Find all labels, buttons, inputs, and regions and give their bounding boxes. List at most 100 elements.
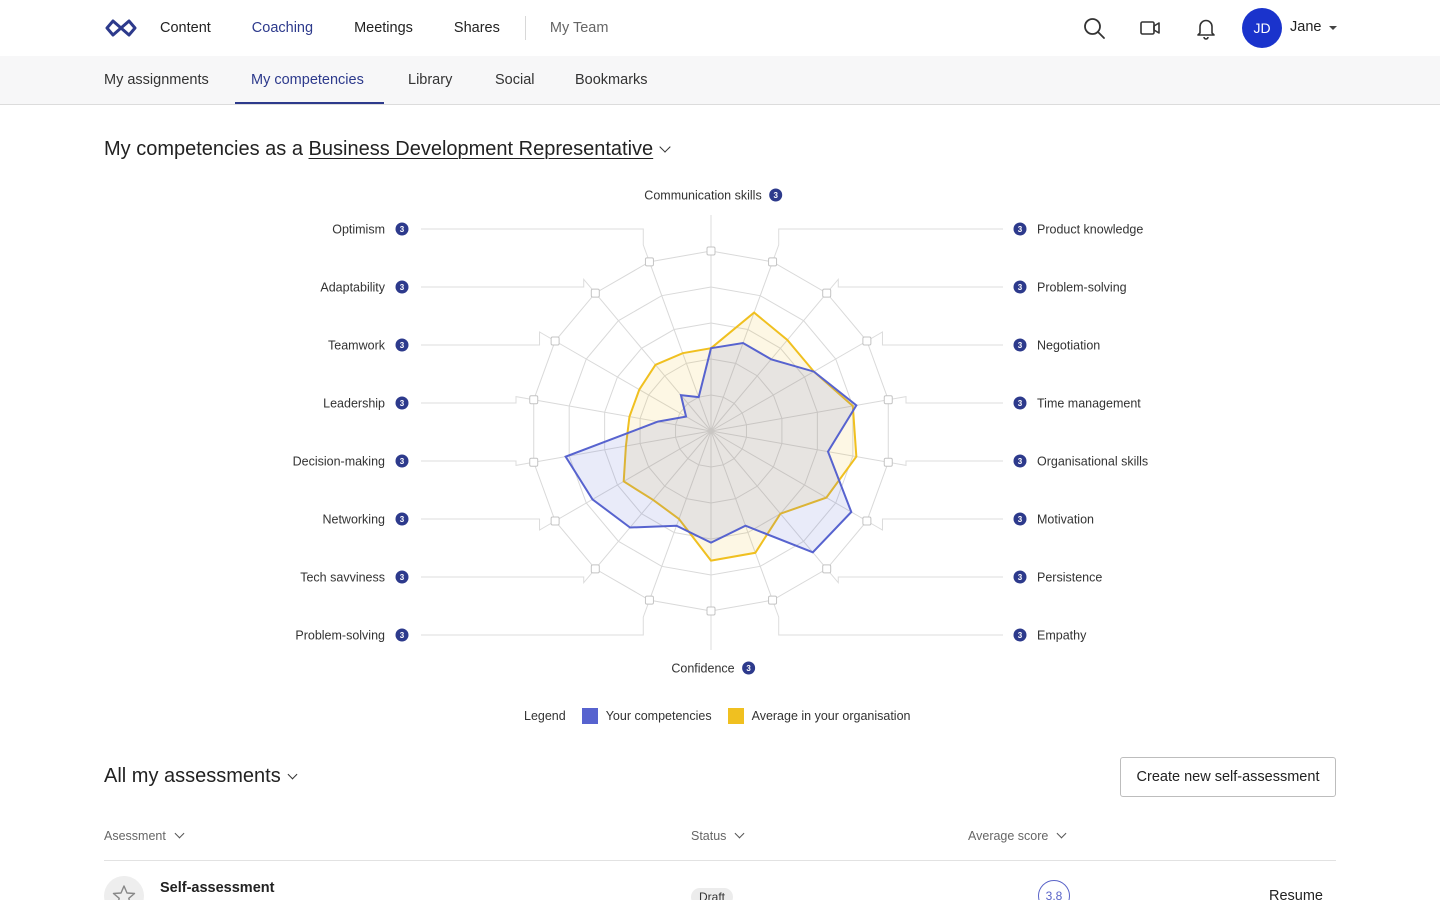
nav-my-team[interactable]: My Team <box>549 20 609 36</box>
avatar[interactable]: JD <box>1242 8 1282 48</box>
axis-end-marker <box>529 395 539 405</box>
count-badge-text: 3 <box>1018 341 1023 350</box>
count-badge-text: 3 <box>400 225 405 234</box>
assessment-title[interactable]: Self-assessment <box>160 880 275 896</box>
column-header-label: Status <box>691 829 727 843</box>
axis-end-marker <box>529 457 539 467</box>
nav-divider <box>524 16 526 40</box>
bell-icon[interactable] <box>1194 16 1218 40</box>
count-badge-text: 3 <box>400 283 405 292</box>
resume-button[interactable]: Resume <box>1269 888 1323 900</box>
label-leader-line <box>826 568 1003 585</box>
legend-swatch <box>727 708 744 724</box>
search-icon[interactable] <box>1082 16 1106 40</box>
average-score-badge: 3.8 <box>1038 880 1070 900</box>
axis-end-marker <box>644 595 654 605</box>
tab-my-assignments[interactable]: My assignments <box>104 72 209 88</box>
grid-spoke <box>710 340 868 432</box>
label-leader-line <box>421 460 534 466</box>
axis-label: Organisational skills <box>1037 455 1148 469</box>
grid-spoke <box>710 292 828 432</box>
star-icon <box>104 876 144 900</box>
legend-label: Legend <box>524 709 566 723</box>
count-badge <box>395 570 409 584</box>
tab-bookmarks[interactable]: Bookmarks <box>575 72 648 88</box>
grid-spoke <box>710 430 828 570</box>
label-leader-line <box>888 396 1003 404</box>
tab-my-competencies[interactable]: My competencies <box>251 72 364 88</box>
axis-end-marker <box>883 457 893 467</box>
count-badge-text: 3 <box>1018 515 1023 524</box>
video-camera-icon[interactable] <box>1138 16 1162 40</box>
count-badge <box>769 188 783 202</box>
nav-content[interactable]: Content <box>160 20 211 36</box>
axis-end-marker <box>822 564 832 574</box>
top-navigation-bar: Content Coaching Meetings Shares My Team… <box>0 0 1440 56</box>
create-self-assessment-button[interactable]: Create new self-assessment <box>1120 757 1336 797</box>
count-badge <box>1013 280 1027 294</box>
caret-down-icon[interactable] <box>1329 26 1337 30</box>
competency-radar-chart: Communication skills 3 Product knowledge 3 P… <box>293 188 1148 676</box>
user-name[interactable]: Jane <box>1290 19 1322 35</box>
count-badge <box>1013 512 1027 526</box>
axis-label: Time management <box>1037 397 1141 411</box>
chevron-down-icon[interactable] <box>174 828 185 839</box>
axis-label: Problem-solving <box>295 629 385 643</box>
axis-label: Networking <box>322 513 385 527</box>
column-header-label: Asessment <box>104 829 166 843</box>
label-leader-line <box>888 460 1003 466</box>
count-badge <box>395 396 409 410</box>
label-leader-line <box>421 599 650 636</box>
count-badge-text: 3 <box>746 664 751 673</box>
column-header-average-score[interactable]: Average score <box>968 828 1067 843</box>
grid-spoke <box>594 292 712 432</box>
legend-item-label: Average in your organisation <box>751 709 911 723</box>
legend-swatch <box>581 708 598 724</box>
count-badge-text: 3 <box>400 631 405 640</box>
axis-end-marker <box>768 257 778 267</box>
column-header-assessment[interactable]: Asessment <box>104 828 185 843</box>
nav-shares[interactable]: Shares <box>453 20 500 36</box>
axis-label: Leadership <box>323 397 385 411</box>
axis-end-marker <box>706 606 716 616</box>
count-badge <box>1013 454 1027 468</box>
assessments-title[interactable]: All my assessments <box>104 765 298 788</box>
label-leader-line <box>866 518 1003 531</box>
tab-social[interactable]: Social <box>495 72 535 88</box>
infinity-logo-icon[interactable] <box>104 17 138 39</box>
chevron-down-icon[interactable] <box>734 828 745 839</box>
axis-end-marker <box>550 516 560 526</box>
axis-label: Empathy <box>1037 629 1087 643</box>
axis-end-marker <box>644 257 654 267</box>
axis-end-marker <box>550 336 560 346</box>
chevron-down-icon[interactable] <box>287 769 298 780</box>
chevron-down-icon[interactable] <box>1056 828 1067 839</box>
sub-navigation: My assignments My competencies Library S… <box>0 56 1440 105</box>
chevron-down-icon[interactable] <box>659 141 671 153</box>
active-tab-indicator <box>235 102 384 104</box>
grid-spoke <box>710 261 774 432</box>
table-divider <box>104 860 1336 861</box>
legend-item-label: Your competencies <box>605 709 712 723</box>
grid-spoke <box>554 430 712 522</box>
axis-end-marker <box>822 288 832 298</box>
grid-spoke <box>710 430 774 601</box>
column-header-status[interactable]: Status <box>691 828 745 843</box>
count-badge <box>395 222 409 236</box>
grid-spoke <box>533 399 712 432</box>
nav-meetings[interactable]: Meetings <box>354 20 413 36</box>
count-badge-text: 3 <box>1018 225 1023 234</box>
count-badge <box>395 512 409 526</box>
axis-label: Decision-making <box>293 455 385 469</box>
tab-library[interactable]: Library <box>408 72 453 88</box>
count-badge <box>1013 338 1027 352</box>
nav-coaching[interactable]: Coaching <box>251 20 314 36</box>
count-badge <box>1013 396 1027 410</box>
count-badge-text: 3 <box>400 341 405 350</box>
page-title-prefix: My competencies as a <box>104 138 303 160</box>
label-leader-line <box>421 518 556 531</box>
role-selector[interactable]: Business Development Representative <box>308 138 654 160</box>
count-badge-text: 3 <box>1018 631 1023 640</box>
count-badge-text: 3 <box>400 515 405 524</box>
count-badge <box>395 628 409 642</box>
